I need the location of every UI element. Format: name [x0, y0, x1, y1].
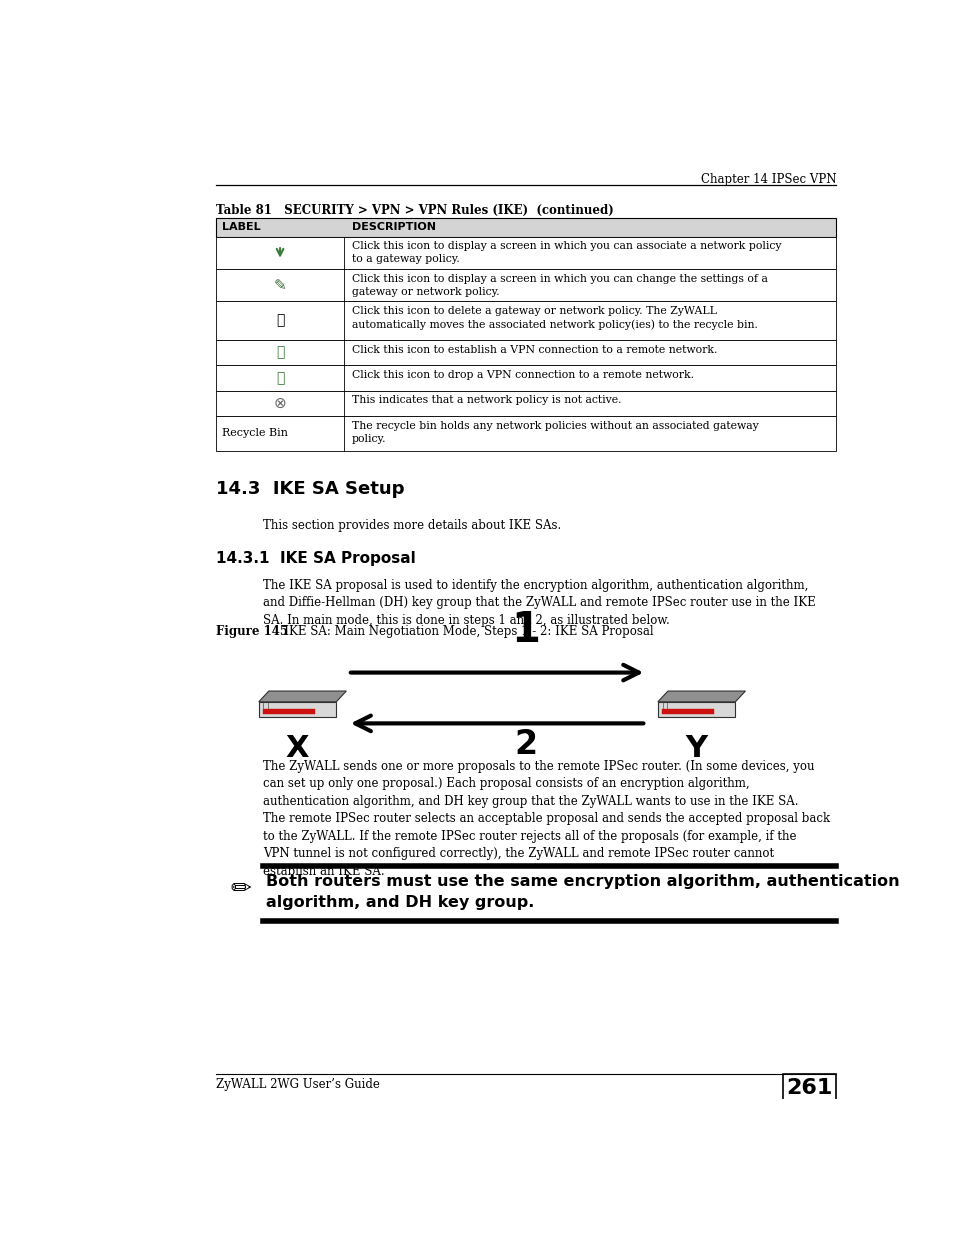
Polygon shape [262, 709, 314, 714]
Polygon shape [258, 701, 335, 718]
Text: Recycle Bin: Recycle Bin [222, 429, 288, 438]
Text: DESCRIPTION: DESCRIPTION [352, 222, 436, 232]
FancyBboxPatch shape [782, 1073, 835, 1103]
FancyBboxPatch shape [216, 340, 835, 366]
Text: Click this icon to establish a VPN connection to a remote network.: Click this icon to establish a VPN conne… [352, 345, 717, 354]
Text: 2: 2 [514, 727, 537, 761]
Text: This indicates that a network policy is not active.: This indicates that a network policy is … [352, 395, 620, 405]
Text: Click this icon to display a screen in which you can associate a network policy
: Click this icon to display a screen in w… [352, 241, 781, 264]
Text: Figure 145: Figure 145 [216, 625, 288, 637]
Text: Both routers must use the same encryption algorithm, authentication
algorithm, a: Both routers must use the same encryptio… [266, 873, 900, 909]
FancyBboxPatch shape [216, 416, 835, 451]
Text: Click this icon to delete a gateway or network policy. The ZyWALL
automatically : Click this icon to delete a gateway or n… [352, 306, 757, 330]
Text: IKE SA: Main Negotiation Mode, Steps 1 - 2: IKE SA Proposal: IKE SA: Main Negotiation Mode, Steps 1 -… [273, 625, 653, 637]
Text: Click this icon to drop a VPN connection to a remote network.: Click this icon to drop a VPN connection… [352, 370, 693, 380]
Polygon shape [661, 709, 713, 714]
FancyBboxPatch shape [216, 301, 835, 340]
FancyBboxPatch shape [216, 390, 835, 416]
Text: ZyWALL 2WG User’s Guide: ZyWALL 2WG User’s Guide [216, 1078, 379, 1092]
Text: The IKE SA proposal is used to identify the encryption algorithm, authentication: The IKE SA proposal is used to identify … [262, 579, 815, 626]
Text: 1: 1 [511, 609, 540, 651]
Text: 14.3.1  IKE SA Proposal: 14.3.1 IKE SA Proposal [216, 551, 416, 566]
Text: The ZyWALL sends one or more proposals to the remote IPSec router. (In some devi: The ZyWALL sends one or more proposals t… [262, 760, 829, 878]
Text: 261: 261 [786, 1078, 832, 1098]
Text: Chapter 14 IPSec VPN: Chapter 14 IPSec VPN [700, 173, 835, 185]
Text: Click this icon to display a screen in which you can change the settings of a
ga: Click this icon to display a screen in w… [352, 274, 767, 296]
Text: This section provides more details about IKE SAs.: This section provides more details about… [262, 519, 560, 531]
Text: 14.3  IKE SA Setup: 14.3 IKE SA Setup [216, 480, 404, 498]
Polygon shape [258, 692, 346, 701]
Polygon shape [658, 692, 744, 701]
Text: ✏: ✏ [231, 877, 252, 902]
Text: Y: Y [685, 734, 707, 763]
FancyBboxPatch shape [216, 237, 835, 269]
Polygon shape [658, 701, 735, 718]
Text: LABEL: LABEL [222, 222, 261, 232]
FancyBboxPatch shape [216, 217, 835, 237]
Text: ⊗: ⊗ [274, 396, 286, 411]
Text: 📶: 📶 [275, 346, 284, 359]
Text: X: X [286, 734, 309, 763]
Text: The recycle bin holds any network policies without an associated gateway
policy.: The recycle bin holds any network polici… [352, 421, 758, 443]
FancyBboxPatch shape [216, 366, 835, 390]
Text: 🗑: 🗑 [275, 314, 284, 327]
Text: ✎: ✎ [274, 278, 286, 293]
Text: Table 81   SECURITY > VPN > VPN Rules (IKE)  (continued): Table 81 SECURITY > VPN > VPN Rules (IKE… [216, 204, 613, 216]
Text: 📵: 📵 [275, 370, 284, 385]
FancyBboxPatch shape [216, 269, 835, 301]
